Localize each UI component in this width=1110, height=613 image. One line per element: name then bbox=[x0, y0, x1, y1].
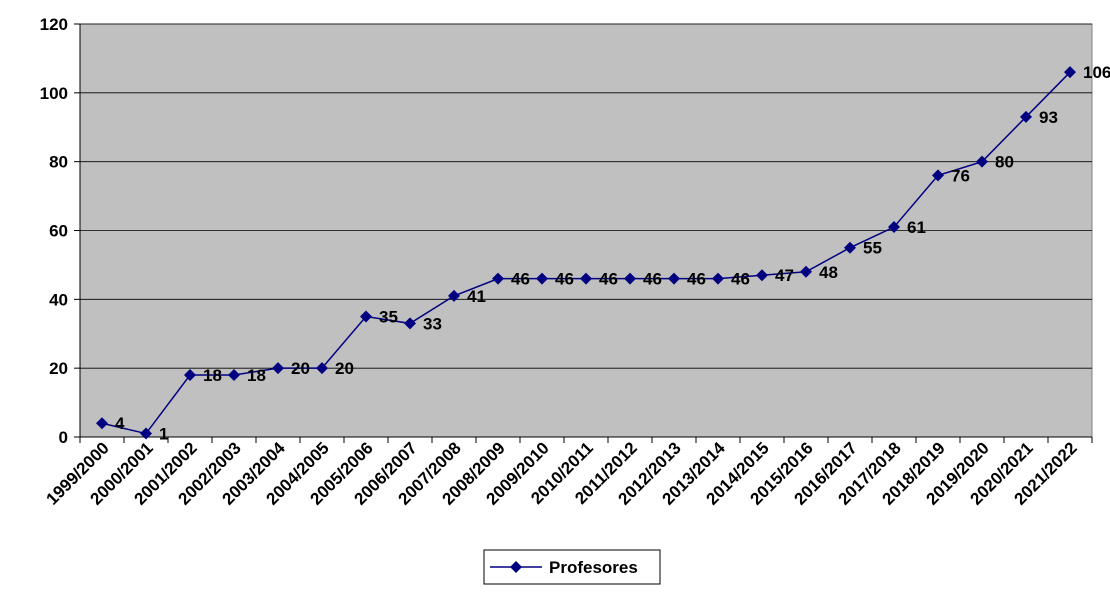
y-tick-label: 0 bbox=[59, 428, 68, 447]
data-point-marker bbox=[404, 317, 416, 330]
x-axis: 1999/20002000/20012001/20022002/20032003… bbox=[43, 436, 1093, 509]
data-label: 33 bbox=[423, 314, 442, 333]
data-label: 48 bbox=[819, 263, 838, 282]
data-label: 46 bbox=[731, 270, 750, 289]
legend: Profesores bbox=[483, 549, 661, 585]
y-tick-label: 20 bbox=[49, 359, 68, 378]
data-point-marker bbox=[492, 272, 504, 285]
data-point-marker bbox=[228, 369, 240, 382]
data-point-marker bbox=[932, 169, 944, 182]
gridlines bbox=[80, 23, 1092, 369]
data-point-marker bbox=[712, 272, 724, 285]
data-point-marker bbox=[96, 417, 108, 430]
data-label: 1 bbox=[159, 425, 168, 444]
y-tick-label: 80 bbox=[49, 153, 68, 172]
y-tick-label: 60 bbox=[49, 222, 68, 241]
legend-marker-diamond bbox=[510, 561, 522, 573]
data-point-marker bbox=[184, 369, 196, 382]
data-label: 46 bbox=[687, 270, 706, 289]
data-point-marker bbox=[1064, 66, 1076, 79]
data-label: 61 bbox=[907, 218, 926, 237]
data-point-marker bbox=[448, 289, 460, 302]
data-point-marker bbox=[360, 310, 372, 323]
data-point-marker bbox=[844, 241, 856, 254]
data-label: 55 bbox=[863, 239, 882, 258]
data-label: 18 bbox=[203, 366, 222, 385]
data-label: 47 bbox=[775, 266, 794, 285]
data-label: 18 bbox=[247, 366, 266, 385]
data-label: 4 bbox=[115, 414, 125, 433]
data-point-marker bbox=[624, 272, 636, 285]
legend-label-profesores: Profesores bbox=[549, 558, 638, 577]
data-label: 20 bbox=[335, 359, 354, 378]
data-label: 106 bbox=[1083, 63, 1110, 82]
y-tick-label: 100 bbox=[40, 84, 68, 103]
y-tick-label: 40 bbox=[49, 290, 68, 309]
data-label: 46 bbox=[599, 270, 618, 289]
data-point-marker bbox=[668, 272, 680, 285]
data-point-marker bbox=[756, 269, 768, 282]
data-point-marker bbox=[536, 272, 548, 285]
data-label: 35 bbox=[379, 308, 398, 327]
data-point-marker bbox=[140, 427, 152, 440]
data-point-marker bbox=[1020, 110, 1032, 123]
data-label: 46 bbox=[555, 270, 574, 289]
data-label: 76 bbox=[951, 166, 970, 185]
data-point-marker bbox=[580, 272, 592, 285]
data-label: 46 bbox=[643, 270, 662, 289]
data-label: 41 bbox=[467, 287, 486, 306]
data-label: 93 bbox=[1039, 108, 1058, 127]
y-tick-label: 120 bbox=[40, 15, 68, 34]
data-label: 20 bbox=[291, 359, 310, 378]
data-label: 46 bbox=[511, 270, 530, 289]
data-point-marker bbox=[800, 265, 812, 278]
data-point-marker bbox=[976, 155, 988, 168]
y-axis: 0 20 40 60 80 100 120 bbox=[40, 15, 81, 447]
data-point-marker bbox=[888, 221, 900, 234]
data-point-marker bbox=[316, 362, 328, 375]
data-point-marker bbox=[272, 362, 284, 375]
data-label: 80 bbox=[995, 153, 1014, 172]
